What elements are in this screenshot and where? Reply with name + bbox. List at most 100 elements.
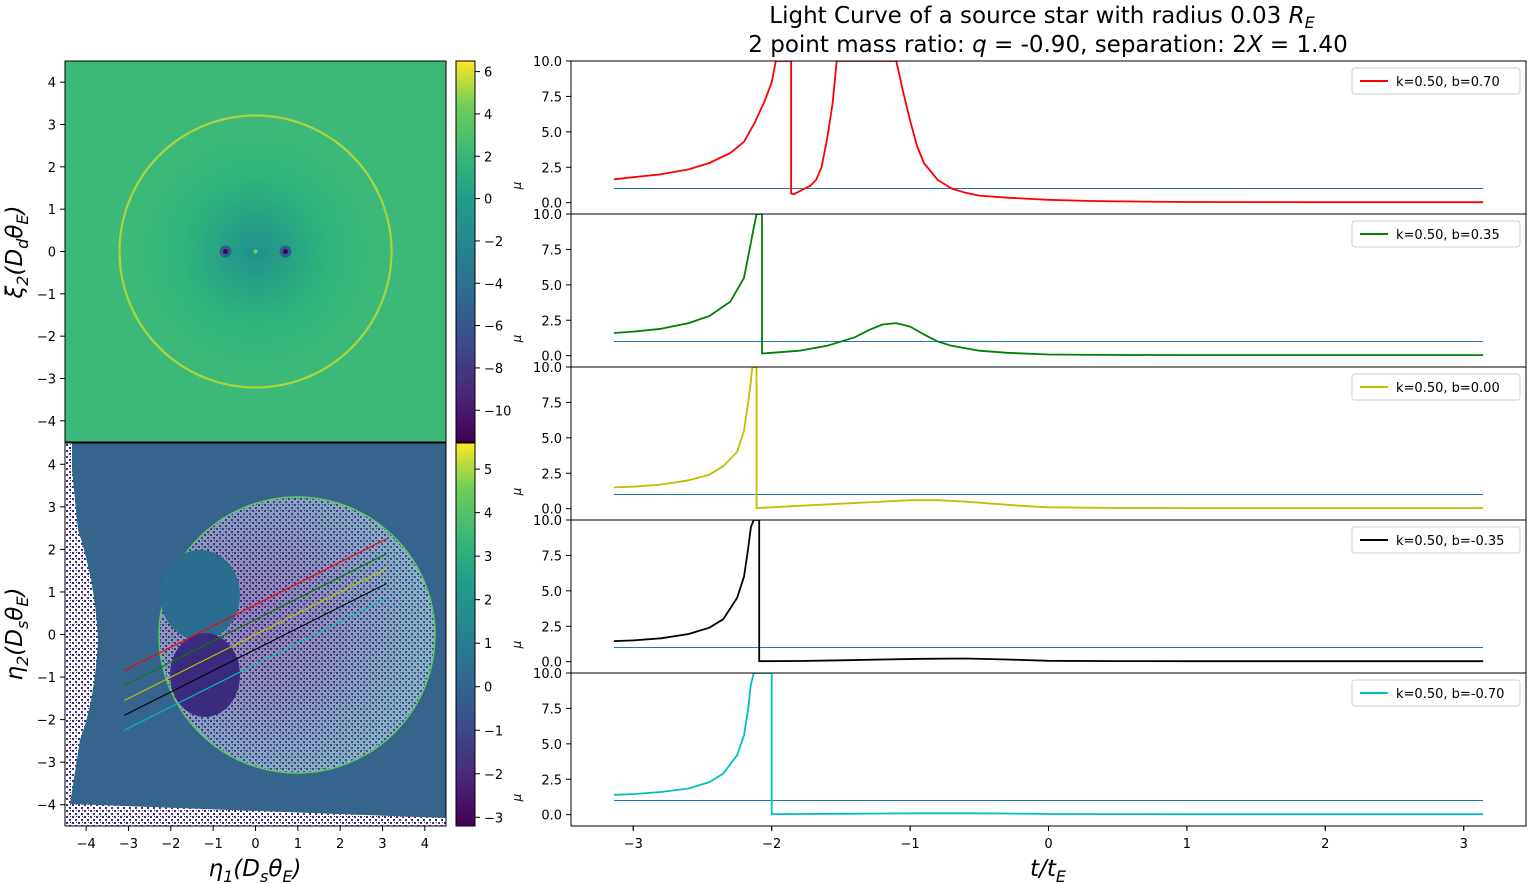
legend-label: k=0.50, b=0.70 [1396,75,1500,90]
light-curve-y-tick-label: 0.0 [541,350,562,365]
light-curve-y-tick-label: 0.0 [541,503,562,518]
source-y-tick-label: −1 [37,671,56,686]
lens-colorbar-gradient [455,60,476,443]
source-colorbar-gradient [455,442,476,827]
source-y-tick-label: 3 [48,501,56,516]
source-x-tick-label: −3 [119,837,138,852]
light-curve-x-tick-label: −1 [901,837,920,852]
light-curve-panel: 0.0 2.5 5.0 7.5 10.0 μ k=0.50, b=-0.70 [510,667,1527,830]
point-mass-right [283,249,288,254]
colorbar-tick-label: 1 [484,637,492,652]
colorbar-tick-label: −2 [484,235,503,250]
lens-colorbar: −10 −8 −6 −4 −2 0 2 4 6 [455,60,511,443]
source-plane-heatmap: −4 −3 −2 −1 0 1 2 3 4 −4 −3 −2 −1 0 1 2 3 4 η2(DsθE) η1(… [2,442,447,883]
light-curve-legend: k=0.50, b=-0.70 [1351,679,1521,707]
legend-box [1351,67,1521,95]
source-y-tick-label: 0 [48,629,56,644]
source-track-line [124,568,387,701]
light-curve-panel: 0.0 2.5 5.0 7.5 10.0 μ k=0.50, b=0.00 [510,361,1527,524]
light-curve-y-tick-label: 10.0 [533,55,562,70]
source-colorbar-ticks: −3 −2 −1 0 1 2 3 4 5 [475,463,503,826]
light-curve-y-tick-label: 5.0 [541,279,562,294]
light-curve-y-label: μ [510,181,524,190]
light-curve-x-tick-label: 2 [1321,837,1329,852]
colorbar-tick-label: −10 [484,404,511,419]
source-x-tick-label: −2 [161,837,180,852]
light-curve-y-tick-label: 2.5 [541,773,562,788]
light-curve-legend: k=0.50, b=0.70 [1351,67,1521,95]
light-curve-x-tick-label: −2 [762,837,781,852]
source-y-tick-label: 4 [48,458,56,473]
source-plane-x-label: η1(DsθE) [209,856,302,883]
colorbar-tick-label: −6 [484,320,503,335]
colorbar-tick-label: 0 [484,193,492,208]
light-curve-legend: k=0.50, b=0.35 [1351,220,1521,248]
source-plane-x-ticks: −4 −3 −2 −1 0 1 2 3 4 [77,826,429,852]
lens-y-tick-label: −3 [37,373,56,388]
source-y-tick-label: −4 [37,799,56,814]
light-curve-y-tick-label: 0.0 [541,809,562,824]
light-curve-line [613,520,1484,663]
lens-colorbar-ticks: −10 −8 −6 −4 −2 0 2 4 6 [475,66,511,419]
light-curve-y-tick-label: 10.0 [533,361,562,376]
legend-label: k=0.50, b=0.35 [1396,228,1500,243]
light-curve-y-tick-label: 2.5 [541,467,562,482]
light-curve-panel: 0.0 2.5 5.0 7.5 10.0 μ k=0.50, b=0.70 [510,55,1527,218]
light-curve-y-label: μ [510,334,524,343]
lens-y-tick-label: −1 [37,288,56,303]
light-curve-y-tick-label: 5.0 [541,738,562,753]
source-track-line [124,582,387,716]
light-curve-y-label: μ [510,640,524,649]
colorbar-tick-label: 2 [484,594,492,609]
light-curve-y-tick-label: 2.5 [541,620,562,635]
colorbar-tick-label: 4 [484,507,492,522]
legend-box [1351,220,1521,248]
light-curve-x-ticks: −3 −2 −1 0 1 2 3 [624,826,1468,852]
title-line-1: Light Curve of a source star with radius… [769,3,1315,32]
light-curve-x-tick-label: 3 [1460,837,1468,852]
einstein-ring [118,114,393,389]
point-mass-left [223,249,228,254]
light-curve-y-tick-label: 7.5 [541,702,562,717]
colorbar-tick-label: −8 [484,362,503,377]
light-curve-line [613,367,1484,510]
colorbar-tick-label: −3 [484,811,503,826]
source-x-tick-label: 3 [378,837,386,852]
light-curve-panel: 0.0 2.5 5.0 7.5 10.0 μ k=0.50, b=0.35 [510,208,1527,371]
light-curve-y-label: μ [510,793,524,802]
light-curve-y-tick-label: 2.5 [541,314,562,329]
legend-label: k=0.50, b=0.00 [1396,381,1500,396]
title-line-2: 2 point mass ratio: q = -0.90, separatio… [748,32,1347,58]
source-disk-edge [158,496,436,774]
lens-y-tick-label: −2 [37,330,56,345]
source-lobe-upper [160,550,240,640]
lens-y-tick-label: 4 [48,76,56,91]
colorbar-tick-label: −1 [484,724,503,739]
light-curve-y-tick-label: 7.5 [541,243,562,258]
colorbar-tick-label: 4 [484,108,492,123]
light-curve-y-tick-label: 7.5 [541,396,562,411]
source-y-tick-label: −3 [37,756,56,771]
source-track-line [124,553,387,687]
light-curve-legend: k=0.50, b=-0.35 [1351,526,1521,554]
figure-title: Light Curve of a source star with radius… [748,3,1347,58]
lens-center-dot [253,249,258,254]
light-curve-y-tick-label: 7.5 [541,90,562,105]
source-colorbar: −3 −2 −1 0 1 2 3 4 5 [455,442,503,827]
light-curve-panels: 0.0 2.5 5.0 7.5 10.0 μ k=0.50, b=0.70 0.0 2.5 5.0… [510,55,1527,830]
lens-y-tick-label: 0 [48,246,56,261]
source-x-tick-label: 2 [336,837,344,852]
light-curve-panel: 0.0 2.5 5.0 7.5 10.0 μ k=0.50, b=-0.35 [510,514,1527,677]
light-curve-line [613,61,1484,204]
source-x-tick-label: 4 [421,837,429,852]
light-curve-y-tick-label: 5.0 [541,126,562,141]
source-y-tick-label: 2 [48,543,56,558]
lens-plane-y-ticks: −4 −3 −2 −1 0 1 2 3 4 [37,76,65,430]
light-curve-y-tick-label: 2.5 [541,161,562,176]
lens-y-tick-label: 1 [48,203,56,218]
source-track-line [124,597,387,731]
legend-box [1351,526,1521,554]
light-curve-line [613,673,1484,816]
light-curve-y-tick-label: 5.0 [541,432,562,447]
